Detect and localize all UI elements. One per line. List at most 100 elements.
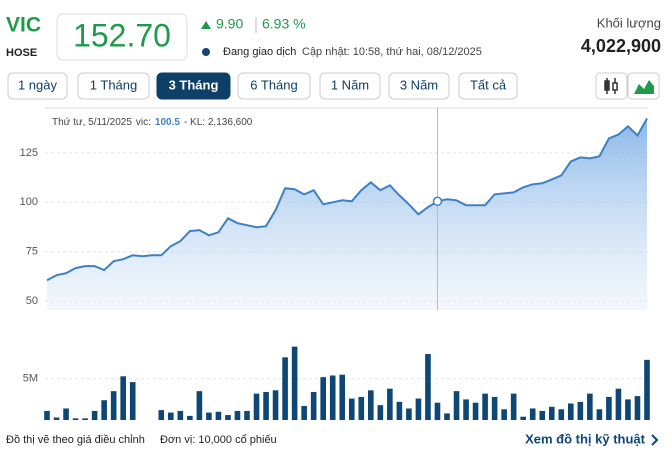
volume-bar [644, 359, 650, 420]
volume-bar [396, 401, 403, 420]
volume-bar [444, 413, 450, 420]
volume-bar [368, 390, 374, 420]
volume-bar [548, 406, 555, 420]
y-tick-label: 50 [26, 295, 38, 307]
range-button[interactable] [319, 72, 381, 100]
volume: 4,022,900 [581, 36, 661, 56]
volume-bar [501, 409, 507, 420]
link-arrow [651, 434, 659, 446]
volume-bar [158, 410, 165, 420]
volume-bar [187, 415, 193, 420]
volume-bar [63, 408, 69, 420]
volume-bar [282, 357, 288, 420]
range-button[interactable] [237, 72, 311, 100]
volume-bar [253, 393, 260, 420]
volume-bar [387, 388, 393, 420]
hover-point [432, 196, 443, 207]
volume-bar [577, 401, 584, 420]
price-line [46, 118, 648, 282]
range-label: 3 Tháng [169, 77, 219, 92]
up-arrow [201, 21, 211, 29]
volume-bar [434, 402, 441, 420]
area-icon [634, 80, 654, 94]
change: 9.90 [216, 16, 243, 32]
range-label: 1 ngày [18, 77, 58, 92]
status: Đang giao dịch [223, 46, 296, 58]
volume-bar [206, 412, 212, 420]
candle-icon [604, 78, 618, 94]
tooltip-volume: - KL: 2,136,600 [184, 117, 253, 128]
range-label: 1 Tháng [90, 77, 137, 92]
volume-bar [482, 393, 488, 420]
volume-bar [377, 405, 384, 420]
area [47, 118, 647, 310]
volume-bar [634, 396, 641, 420]
footer-note: Đồ thị vẽ theo giá điều chỉnh [6, 434, 145, 446]
technical-link[interactable]: Xem đồ thị kỹ thuật [525, 431, 646, 446]
volume-bar [625, 399, 631, 420]
volume-label: Khối lượng [597, 15, 661, 30]
range-button[interactable] [388, 72, 450, 100]
tooltip-date: Thứ tư, 5/11/2025 [52, 117, 132, 128]
tooltip: Thứ tư, 5/11/2025 vic: 100.5 - KL: 2,136,60… [52, 117, 253, 128]
volume-bar [263, 391, 269, 420]
volume-bar [110, 391, 117, 420]
volume-bar [291, 346, 298, 420]
volume-bar [329, 375, 336, 420]
volume-bar [463, 399, 469, 420]
volume-bar [244, 410, 250, 420]
chart: 50 75 100 125 Thứ tư, 5/11/2025 vic: 100.5 - KL… [20, 108, 650, 420]
y-tick-label: 75 [26, 246, 38, 258]
volume-bar [615, 388, 622, 420]
volume-bar [272, 390, 279, 420]
exchange: HOSE [6, 47, 37, 59]
volume-bar [82, 418, 88, 420]
range-button[interactable] [77, 72, 150, 100]
range-buttons: 1 ngày 1 Tháng 3 Tháng 6 Tháng 1 Năm 3 Năm Tất… [7, 72, 518, 100]
volume-bar [406, 408, 412, 420]
volume-bar [310, 391, 317, 420]
tooltip-series-label: vic: [136, 117, 151, 128]
volume-bar [348, 398, 355, 420]
range-label: Tất cả [470, 77, 507, 92]
volume-bar [606, 396, 612, 420]
volume-bar [472, 402, 479, 420]
y-tick-label: 100 [20, 196, 38, 208]
volume-bar [320, 377, 326, 420]
range-label: 3 Năm [400, 77, 438, 92]
range-button[interactable] [156, 72, 231, 100]
volume-bar [120, 376, 126, 420]
volume-bar [520, 416, 526, 420]
volume-bar [44, 410, 50, 420]
volume-bar [558, 409, 565, 420]
range-button[interactable] [7, 72, 68, 100]
volume-bar [53, 417, 60, 420]
volume-bar [339, 374, 346, 420]
candle-button[interactable] [595, 72, 628, 100]
volume-bar [529, 408, 536, 420]
volume-bar [425, 354, 431, 420]
volume-bar [168, 412, 174, 420]
price-box [56, 13, 188, 61]
range-button[interactable] [458, 72, 518, 100]
y-tick-label: 5M [23, 373, 38, 385]
volume-bar [596, 409, 603, 420]
volume-bar [358, 396, 365, 420]
volume-bar [453, 391, 460, 420]
updated: Cập nhật: 10:58, thứ hai, 08/12/2025 [302, 46, 482, 58]
volume-bar [215, 411, 222, 420]
volume-bar [301, 405, 307, 420]
ticker: VIC [6, 14, 41, 37]
area-button[interactable] [627, 72, 660, 100]
volume-bar [196, 391, 203, 420]
y-tick-label: 125 [20, 147, 38, 159]
range-label: 1 Năm [331, 77, 369, 92]
volume-bar [510, 393, 517, 420]
volume-bar [568, 403, 574, 420]
volume-bar [225, 415, 231, 420]
volume-bar [234, 410, 241, 420]
footer-unit: Đơn vị: 10,000 cổ phiếu [160, 434, 277, 446]
volume-bar [177, 410, 184, 420]
